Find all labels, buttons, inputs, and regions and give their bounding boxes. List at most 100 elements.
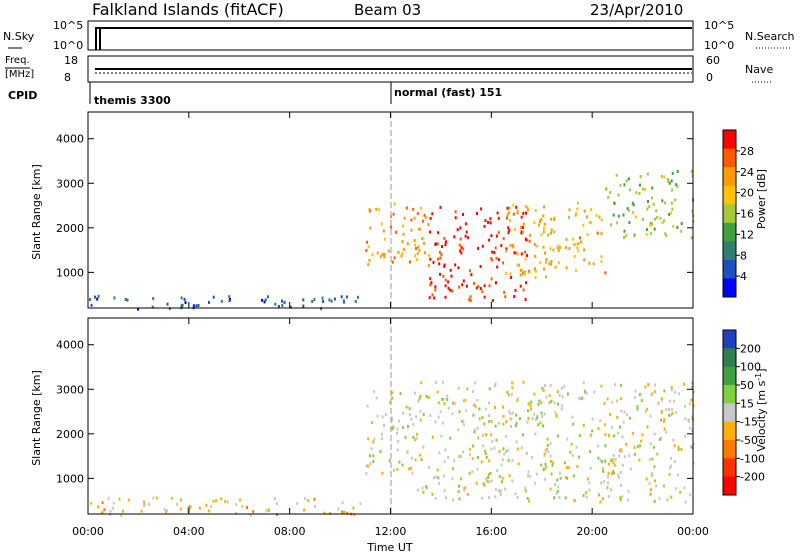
- velocity-data-cell: [471, 470, 474, 474]
- velocity-data-cell: [662, 484, 665, 488]
- velocity-data-cell: [482, 434, 484, 437]
- power-data-cell: [627, 177, 630, 181]
- velocity-data-cell: [508, 409, 511, 413]
- velocity-data-cell: [618, 475, 620, 479]
- velocity-data-cell: [493, 384, 496, 388]
- power-data-cell: [520, 215, 523, 219]
- velocity-data-cell: [468, 471, 471, 475]
- power-data-cell: [664, 232, 667, 236]
- power-data-cell: [515, 205, 518, 209]
- velocity-data-cell: [545, 395, 548, 399]
- power-data-cell: [443, 237, 446, 240]
- velocity-data-cell: [477, 436, 480, 440]
- power-data-cell: [526, 208, 529, 212]
- power-data-cell: [690, 169, 693, 173]
- power-data-cell: [598, 215, 601, 219]
- velocity-data-cell: [665, 408, 668, 412]
- velocity-data-cell: [610, 488, 613, 492]
- velocity-data-cell: [675, 487, 678, 491]
- power-data-cell: [534, 209, 537, 213]
- velocity-data-cell: [166, 508, 169, 512]
- velocity-data-cell: [122, 509, 124, 513]
- velocity-data-cell: [554, 483, 556, 487]
- power-data-cell: [437, 257, 440, 261]
- power-data-cell: [489, 221, 492, 225]
- power-data-cell: [660, 174, 663, 178]
- power-data-cell: [484, 219, 487, 223]
- velocity-data-cell: [611, 472, 613, 476]
- velocity-data-cell: [367, 464, 370, 468]
- velocity-data-cell: [488, 459, 491, 463]
- velocity-data-cell: [469, 453, 471, 457]
- power-data-cell: [659, 216, 662, 220]
- velocity-ytick-label: 2000: [56, 428, 84, 441]
- velocity-data-cell: [109, 513, 112, 517]
- velocity-data-cell: [544, 462, 547, 466]
- power-colorbar-segment: [723, 278, 736, 298]
- velocity-data-cell: [633, 452, 636, 456]
- power-data-cell: [638, 191, 641, 195]
- power-data-cell: [522, 231, 524, 234]
- power-data-cell: [524, 250, 527, 254]
- velocity-data-cell: [453, 459, 456, 463]
- power-data-cell: [379, 255, 382, 259]
- velocity-data-cell: [215, 499, 218, 503]
- power-data-cell: [322, 300, 325, 303]
- velocity-data-cell: [677, 445, 680, 449]
- velocity-data-cell: [313, 497, 316, 501]
- velocity-data-cell: [679, 490, 682, 494]
- velocity-data-cell: [631, 431, 634, 435]
- velocity-data-cell: [511, 386, 514, 390]
- velocity-data-cell: [472, 390, 474, 393]
- power-data-cell: [572, 237, 575, 241]
- velocity-data-cell: [564, 496, 567, 500]
- velocity-data-cell: [597, 456, 600, 460]
- power-data-cell: [481, 290, 484, 294]
- velocity-data-cell: [566, 437, 569, 441]
- power-data-cell: [516, 209, 519, 213]
- velocity-data-cell: [576, 465, 579, 468]
- power-data-cell: [429, 230, 431, 234]
- velocity-data-cell: [644, 410, 647, 414]
- power-data-cell: [509, 272, 512, 276]
- power-data-cell: [508, 206, 511, 210]
- velocity-data-cell: [481, 496, 484, 500]
- velocity-data-cell: [673, 444, 676, 448]
- velocity-data-cell: [462, 399, 465, 403]
- velocity-data-cell: [535, 417, 538, 421]
- velocity-data-cell: [547, 450, 550, 454]
- power-data-cell: [550, 228, 553, 232]
- power-data-cell: [469, 295, 472, 299]
- velocity-data-cell: [442, 397, 445, 401]
- velocity-data-cell: [372, 454, 375, 458]
- velocity-data-cell: [520, 446, 523, 450]
- velocity-data-cell: [620, 409, 623, 413]
- power-data-cell: [642, 187, 644, 191]
- velocity-data-cell: [510, 425, 512, 428]
- velocity-data-cell: [494, 488, 497, 491]
- power-data-cell: [674, 198, 677, 202]
- power-data-cell: [549, 247, 552, 251]
- velocity-data-cell: [220, 497, 223, 501]
- cpid-entry-2: normal (fast) 151: [394, 86, 502, 99]
- velocity-data-cell: [599, 419, 602, 423]
- power-data-cell: [497, 231, 500, 235]
- velocity-data-cell: [441, 397, 444, 401]
- power-data-cell: [671, 207, 674, 211]
- velocity-data-cell: [653, 500, 656, 503]
- velocity-data-cell: [458, 410, 461, 414]
- x-tick-label: 20:00: [576, 525, 608, 538]
- power-data-cell: [442, 274, 445, 278]
- power-data-cell: [89, 298, 91, 302]
- power-data-cell: [513, 251, 516, 255]
- velocity-data-cell: [498, 475, 501, 478]
- velocity-data-cell: [489, 471, 492, 475]
- velocity-data-cell: [412, 422, 415, 426]
- power-data-cell: [406, 242, 409, 246]
- velocity-data-cell: [341, 510, 344, 514]
- velocity-data-cell: [623, 410, 626, 414]
- velocity-data-cell: [559, 476, 562, 480]
- velocity-data-cell: [434, 420, 437, 424]
- velocity-data-cell: [674, 390, 677, 394]
